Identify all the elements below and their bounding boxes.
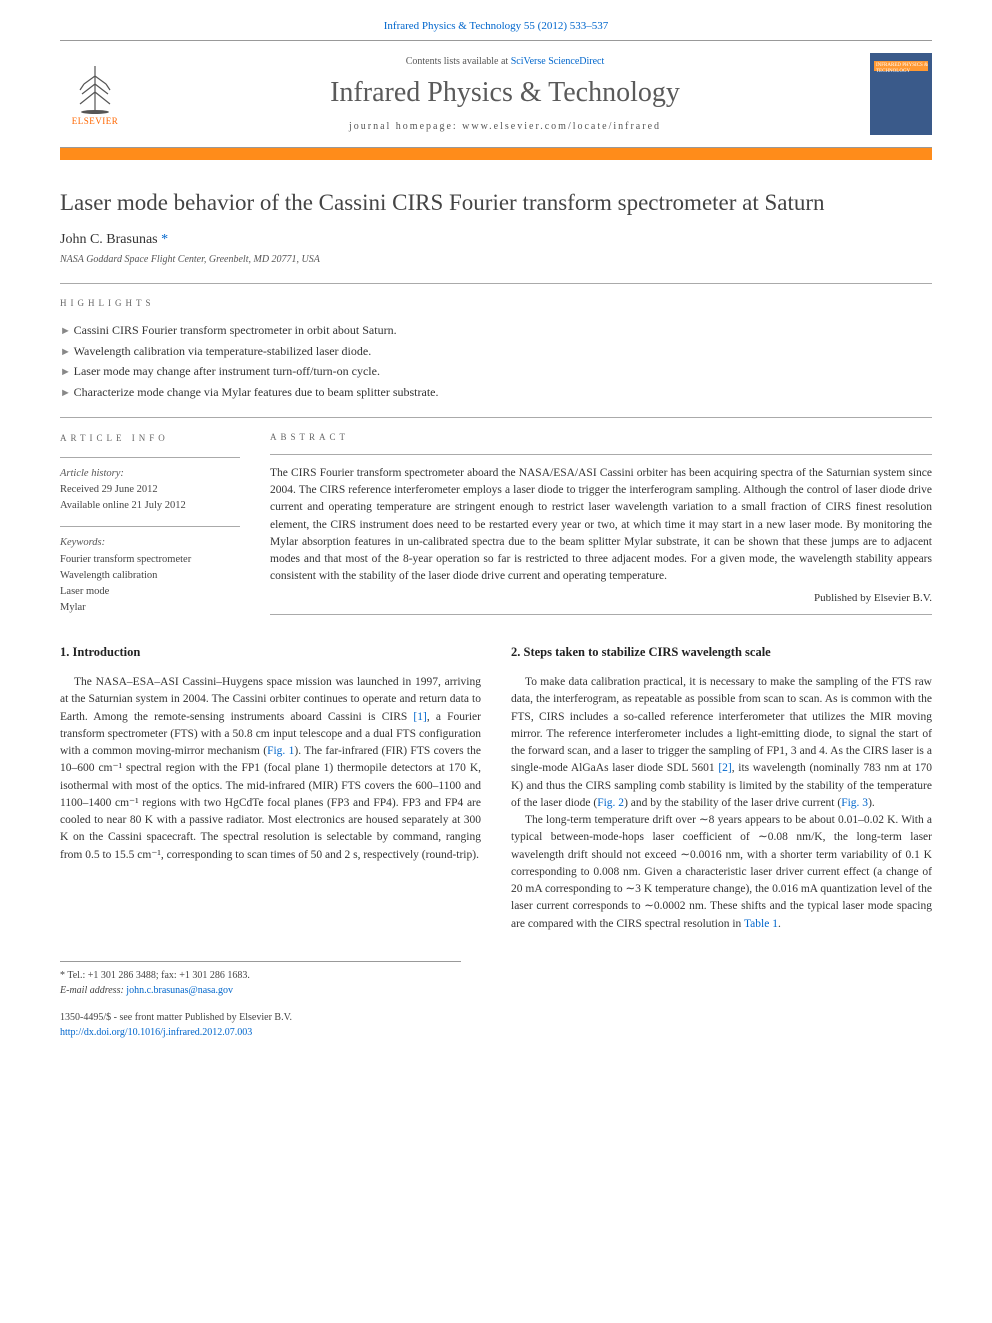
email-link[interactable]: john.c.brasunas@nasa.gov bbox=[126, 985, 233, 996]
highlight-item: Laser mode may change after instrument t… bbox=[60, 361, 932, 382]
keyword: Laser mode bbox=[60, 584, 240, 600]
article-info-label: ARTICLE INFO bbox=[60, 432, 240, 446]
keyword: Fourier transform spectrometer bbox=[60, 552, 240, 568]
masthead-center: Contents lists available at SciVerse Sci… bbox=[140, 56, 870, 132]
doi-link[interactable]: http://dx.doi.org/10.1016/j.infrared.201… bbox=[60, 1027, 252, 1038]
citation-header: Infrared Physics & Technology 55 (2012) … bbox=[0, 0, 992, 40]
orange-divider bbox=[60, 148, 932, 160]
divider bbox=[270, 454, 932, 455]
keyword: Wavelength calibration bbox=[60, 568, 240, 584]
journal-name: Infrared Physics & Technology bbox=[140, 77, 870, 109]
journal-cover-thumb: INFRARED PHYSICS & TECHNOLOGY bbox=[870, 53, 932, 135]
corresponding-email: E-mail address: john.c.brasunas@nasa.gov bbox=[60, 983, 461, 998]
article-info-column: ARTICLE INFO Article history: Received 2… bbox=[60, 432, 240, 616]
publisher-logo: ELSEVIER bbox=[60, 55, 130, 133]
highlight-item: Characterize mode change via Mylar featu… bbox=[60, 382, 932, 403]
history-label: Article history: bbox=[60, 466, 240, 482]
table-link[interactable]: Table 1 bbox=[744, 918, 778, 930]
elsevier-tree-icon bbox=[72, 62, 118, 114]
copyright-block: 1350-4495/$ - see front matter Published… bbox=[60, 1010, 932, 1040]
affiliation: NASA Goddard Space Flight Center, Greenb… bbox=[60, 254, 932, 265]
paragraph: The long-term temperature drift over ∼8 … bbox=[511, 812, 932, 933]
copyright-line: 1350-4495/$ - see front matter Published… bbox=[60, 1010, 932, 1025]
corresponding-tel: * Tel.: +1 301 286 3488; fax: +1 301 286… bbox=[60, 968, 461, 983]
divider bbox=[60, 283, 932, 284]
divider bbox=[60, 417, 932, 418]
publisher-logo-text: ELSEVIER bbox=[72, 116, 119, 126]
info-abstract-row: ARTICLE INFO Article history: Received 2… bbox=[60, 432, 932, 616]
citation-link[interactable]: Infrared Physics & Technology 55 (2012) … bbox=[384, 20, 609, 32]
paragraph: The NASA–ESA–ASI Cassini–Huygens space m… bbox=[60, 674, 481, 864]
keyword: Mylar bbox=[60, 600, 240, 616]
paragraph: To make data calibration practical, it i… bbox=[511, 674, 932, 812]
author-name: John C. Brasunas bbox=[60, 232, 158, 247]
sciencedirect-link[interactable]: SciVerse ScienceDirect bbox=[511, 56, 605, 67]
section-heading: 1. Introduction bbox=[60, 643, 481, 662]
online-date: Available online 21 July 2012 bbox=[60, 498, 240, 514]
article-body: Laser mode behavior of the Cassini CIRS … bbox=[0, 160, 992, 1060]
highlight-item: Wavelength calibration via temperature-s… bbox=[60, 341, 932, 362]
footnotes: * Tel.: +1 301 286 3488; fax: +1 301 286… bbox=[60, 961, 461, 998]
highlights-label: HIGHLIGHTS bbox=[60, 298, 932, 308]
highlight-item: Cassini CIRS Fourier transform spectrome… bbox=[60, 320, 932, 341]
corresponding-marker: * bbox=[161, 232, 168, 247]
masthead: ELSEVIER Contents lists available at Sci… bbox=[60, 40, 932, 148]
email-label: E-mail address: bbox=[60, 985, 124, 996]
reference-link[interactable]: [1] bbox=[413, 711, 426, 723]
article-title: Laser mode behavior of the Cassini CIRS … bbox=[60, 190, 932, 216]
author-line: John C. Brasunas * bbox=[60, 232, 932, 248]
abstract-column: ABSTRACT The CIRS Fourier transform spec… bbox=[270, 432, 932, 616]
received-date: Received 29 June 2012 bbox=[60, 482, 240, 498]
published-by: Published by Elsevier B.V. bbox=[270, 592, 932, 604]
body-column-left: 1. Introduction The NASA–ESA–ASI Cassini… bbox=[60, 643, 481, 933]
figure-link[interactable]: Fig. 3 bbox=[841, 797, 868, 809]
figure-link[interactable]: Fig. 1 bbox=[267, 745, 294, 757]
body-column-right: 2. Steps taken to stabilize CIRS wavelen… bbox=[511, 643, 932, 933]
abstract-text: The CIRS Fourier transform spectrometer … bbox=[270, 465, 932, 586]
keywords-label: Keywords: bbox=[60, 535, 240, 551]
divider bbox=[60, 457, 240, 458]
contents-available: Contents lists available at SciVerse Sci… bbox=[140, 56, 870, 67]
keywords-list: Fourier transform spectrometer Wavelengt… bbox=[60, 552, 240, 615]
section-heading: 2. Steps taken to stabilize CIRS wavelen… bbox=[511, 643, 932, 662]
journal-homepage: journal homepage: www.elsevier.com/locat… bbox=[140, 121, 870, 132]
highlights-list: Cassini CIRS Fourier transform spectrome… bbox=[60, 320, 932, 403]
divider bbox=[60, 526, 240, 527]
body-columns: 1. Introduction The NASA–ESA–ASI Cassini… bbox=[60, 643, 932, 933]
figure-link[interactable]: Fig. 2 bbox=[597, 797, 624, 809]
contents-prefix: Contents lists available at bbox=[406, 56, 508, 67]
divider bbox=[270, 614, 932, 615]
cover-label: INFRARED PHYSICS & TECHNOLOGY bbox=[876, 63, 932, 74]
abstract-label: ABSTRACT bbox=[270, 432, 932, 442]
reference-link[interactable]: [2] bbox=[718, 762, 731, 774]
